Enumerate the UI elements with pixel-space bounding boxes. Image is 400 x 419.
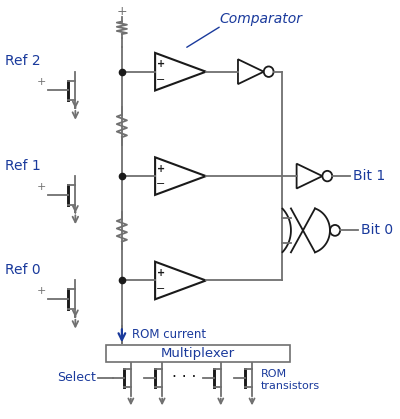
Text: Select: Select <box>58 371 96 384</box>
Text: +: + <box>116 5 127 18</box>
Text: +: + <box>37 286 46 296</box>
Text: +: + <box>156 268 165 278</box>
Text: Comparator: Comparator <box>220 13 302 26</box>
Text: −: − <box>156 75 165 85</box>
Text: Ref 1: Ref 1 <box>5 159 40 173</box>
Text: Ref 0: Ref 0 <box>5 263 40 277</box>
Bar <box>106 345 290 362</box>
Text: −: − <box>156 284 165 294</box>
Text: −: − <box>156 179 165 189</box>
Text: +: + <box>37 77 46 87</box>
Text: +: + <box>156 163 165 173</box>
Text: · · ·: · · · <box>172 370 197 385</box>
Text: ROM current: ROM current <box>132 328 206 341</box>
Text: Bit 1: Bit 1 <box>353 169 385 183</box>
Text: Multiplexer: Multiplexer <box>161 347 235 360</box>
Text: +: + <box>37 181 46 191</box>
Text: +: + <box>156 59 165 69</box>
Text: Bit 0: Bit 0 <box>361 223 393 238</box>
Text: Ref 2: Ref 2 <box>5 54 40 68</box>
Text: ROM
transistors: ROM transistors <box>261 369 320 391</box>
